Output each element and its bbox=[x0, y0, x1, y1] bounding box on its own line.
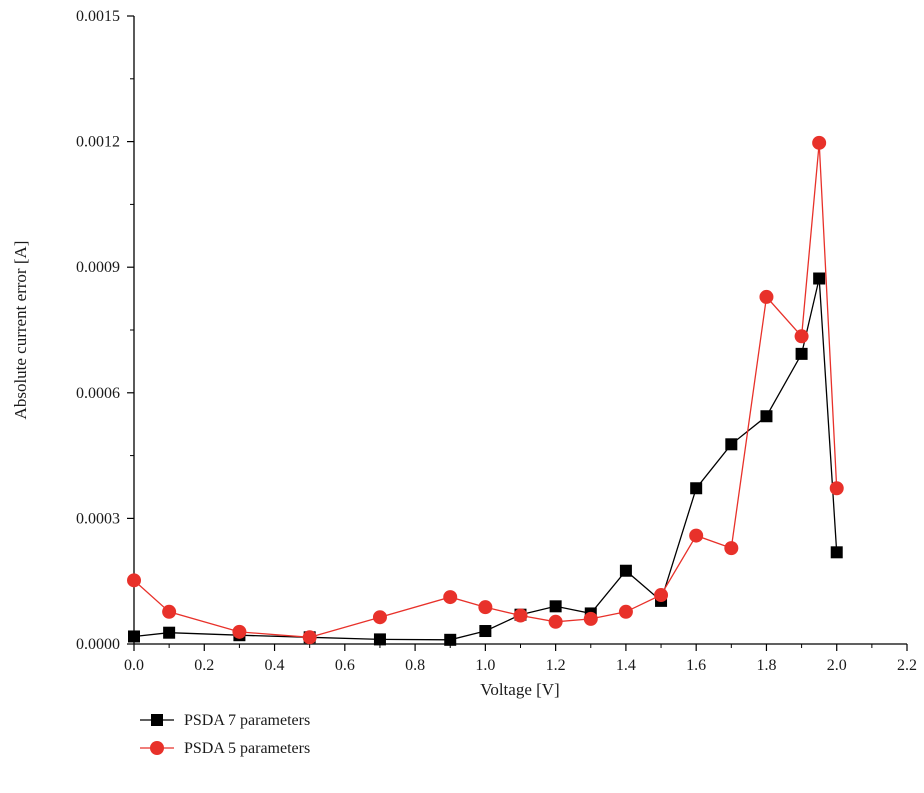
data-point-square bbox=[760, 410, 773, 423]
data-point-circle bbox=[513, 608, 528, 623]
data-point-circle bbox=[583, 611, 598, 626]
data-point-circle bbox=[812, 135, 827, 150]
x-tick-label: 0.4 bbox=[265, 657, 285, 674]
data-point-circle bbox=[724, 541, 739, 556]
x-tick-label: 0.2 bbox=[194, 657, 214, 674]
x-tick-label: 1.8 bbox=[756, 657, 776, 674]
data-point-square bbox=[795, 347, 808, 360]
x-tick-label: 1.6 bbox=[686, 657, 706, 674]
y-tick-label: 0.0015 bbox=[76, 8, 120, 25]
data-point-circle bbox=[302, 630, 317, 645]
data-point-square bbox=[690, 482, 703, 495]
x-tick-label: 0.0 bbox=[124, 657, 144, 674]
data-point-circle bbox=[829, 481, 844, 496]
x-tick-label: 1.4 bbox=[616, 657, 636, 674]
y-tick-label: 0.0009 bbox=[76, 259, 120, 276]
data-point-circle bbox=[127, 573, 141, 588]
y-tick-label: 0.0006 bbox=[76, 385, 120, 402]
data-point-circle bbox=[232, 624, 247, 639]
data-point-square bbox=[128, 630, 140, 643]
legend-item-2: PSDA 5 parameters bbox=[140, 740, 310, 757]
data-point-circle bbox=[794, 329, 809, 344]
data-point-square bbox=[830, 546, 843, 559]
data-point-circle bbox=[654, 588, 669, 603]
series-layer bbox=[127, 135, 844, 646]
axes: 0.0 0.2 0.4 0.6 0.8 1.0 1.2 1.4 1.6 1.8 2.0 2.2 0.00… bbox=[76, 8, 917, 674]
data-point-circle bbox=[689, 528, 704, 543]
y-tick-label: 0.0000 bbox=[76, 636, 120, 653]
data-point-square bbox=[619, 564, 632, 577]
legend-marker-circle bbox=[150, 741, 164, 755]
x-tick-label: 0.6 bbox=[335, 657, 355, 674]
y-tick-label: 0.0012 bbox=[76, 134, 120, 151]
data-point-square bbox=[163, 626, 176, 639]
data-point-circle bbox=[443, 590, 458, 605]
data-point-square bbox=[444, 633, 457, 646]
legend-item-1: PSDA 7 parameters bbox=[140, 712, 310, 729]
legend: PSDA 7 parameters PSDA 5 parameters bbox=[140, 712, 310, 757]
series-2 bbox=[127, 135, 844, 645]
data-point-circle bbox=[372, 610, 387, 625]
x-axis-label: Voltage [V] bbox=[480, 680, 559, 699]
data-point-square bbox=[549, 600, 562, 613]
y-axis-label: Absolute current error [A] bbox=[11, 241, 30, 420]
series-1 bbox=[128, 272, 843, 646]
x-tick-label: 2.0 bbox=[827, 657, 847, 674]
data-point-circle bbox=[759, 289, 774, 304]
x-tick-label: 1.0 bbox=[475, 657, 495, 674]
data-point-square bbox=[373, 633, 386, 646]
legend-label: PSDA 5 parameters bbox=[184, 740, 310, 757]
data-point-circle bbox=[618, 604, 633, 619]
data-point-circle bbox=[478, 600, 493, 615]
data-point-square bbox=[479, 625, 492, 638]
x-tick-label: 0.8 bbox=[405, 657, 425, 674]
data-point-square bbox=[725, 438, 738, 451]
x-tick-label: 2.2 bbox=[897, 657, 917, 674]
data-point-circle bbox=[162, 604, 177, 619]
legend-marker-square bbox=[151, 714, 163, 726]
series-line bbox=[133, 142, 838, 638]
x-tick-label: 1.2 bbox=[546, 657, 566, 674]
series-line bbox=[133, 278, 838, 641]
legend-label: PSDA 7 parameters bbox=[184, 712, 310, 729]
data-point-square bbox=[813, 272, 826, 285]
y-tick-label: 0.0003 bbox=[76, 510, 120, 527]
data-point-circle bbox=[548, 614, 563, 629]
